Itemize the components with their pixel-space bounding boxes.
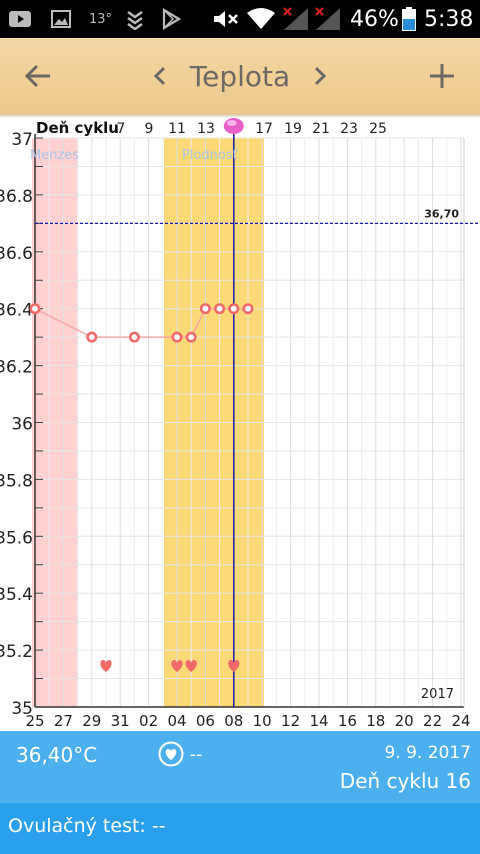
cycle-tick-label: 17 <box>255 121 273 137</box>
y-tick-label: 35.4 <box>0 585 33 605</box>
status-bar: 13° 46% 5:38 <box>0 0 480 38</box>
x-tick-label: 27 <box>54 712 73 730</box>
plus-icon <box>430 64 454 88</box>
play-store-icon <box>160 0 182 38</box>
x-tick-label: 06 <box>196 712 215 730</box>
threshold-label: 36,70 <box>424 207 459 220</box>
fertile-label: Plodnosť <box>182 148 238 163</box>
chevron-left-icon <box>153 66 166 86</box>
x-tick-label: 08 <box>224 712 243 730</box>
temperature-point[interactable] <box>228 303 240 315</box>
cycle-tick-label: 9 <box>145 121 154 137</box>
mute-icon <box>212 0 240 38</box>
y-tick-label: 36.2 <box>0 358 33 378</box>
temperature-label: 13° <box>89 11 113 27</box>
temperature-value: 36,40°C <box>16 743 98 767</box>
cycle-tick-label: 19 <box>284 121 302 137</box>
temperature-point[interactable] <box>185 331 197 343</box>
cycle-tick-label: 11 <box>168 121 186 137</box>
y-tick-label: 35 <box>11 699 33 719</box>
temperature-point[interactable] <box>242 303 254 315</box>
clock: 5:38 <box>424 6 474 32</box>
app-bar: Teplota <box>0 38 480 114</box>
cycle-tick-label: 13 <box>197 121 215 137</box>
prev-button[interactable] <box>140 38 180 114</box>
temperature-point[interactable] <box>199 303 211 315</box>
x-tick-label: 25 <box>25 712 44 730</box>
y-tick-label: 36 <box>11 415 33 435</box>
temperature-point[interactable] <box>128 331 140 343</box>
x-tick-label: 20 <box>395 712 414 730</box>
temperature-point[interactable] <box>86 331 98 343</box>
x-tick-label: 12 <box>281 712 300 730</box>
temperature-chart[interactable]: 36,70 37 36.8 36.6 36.4 36.2 36 35.8 35.6 35.4 35.… <box>0 116 480 738</box>
cycle-tick-label: 21 <box>312 121 330 137</box>
ovulation-test-label: Ovulačný test: -- <box>8 815 166 837</box>
y-tick-label: 37 <box>11 130 33 150</box>
arrow-left-icon <box>24 64 50 88</box>
x-tick-label: 29 <box>82 712 101 730</box>
back-button[interactable] <box>14 38 62 114</box>
menses-label: Menzes <box>30 148 79 163</box>
x-tick-label: 24 <box>451 712 470 730</box>
y-tick-label: 35.8 <box>0 471 33 491</box>
youtube-icon <box>8 0 32 38</box>
page-title: Teplota <box>189 59 291 93</box>
intercourse-value: -- <box>190 745 203 765</box>
x-tick-label: 04 <box>167 712 186 730</box>
day-info-panel: 36,40°C -- 9. 9. 2017 Deň cyklu 16 <box>0 731 480 803</box>
today-cycle-marker-highlight <box>226 120 237 126</box>
x-tick-label: 10 <box>253 712 272 730</box>
date-label: 9. 9. 2017 <box>384 743 471 763</box>
shield-icon <box>125 0 145 38</box>
wifi-icon <box>246 0 276 38</box>
y-tick-label: 35.2 <box>0 642 33 662</box>
signal-icon <box>282 0 310 38</box>
temperature-point[interactable] <box>214 303 226 315</box>
x-tick-label: 02 <box>139 712 158 730</box>
signal-icon <box>314 0 342 38</box>
ovulation-test-row[interactable]: Ovulačný test: -- <box>0 803 480 854</box>
heart-icon <box>228 660 240 672</box>
y-tick-label: 36.4 <box>0 301 33 321</box>
x-tick-label: 31 <box>111 712 130 730</box>
heart-icon <box>100 660 112 672</box>
next-button[interactable] <box>300 38 340 114</box>
cycle-day-label: Deň cyklu 16 <box>339 769 471 793</box>
heart-circle-icon[interactable] <box>158 741 184 767</box>
add-button[interactable] <box>418 38 466 114</box>
cycle-day-header: Deň cyklu <box>36 119 119 137</box>
heart-icon <box>185 660 197 672</box>
heart-icon <box>171 660 183 672</box>
battery-percent: 46% <box>350 6 399 32</box>
y-tick-label: 35.6 <box>0 528 33 548</box>
y-tick-label: 36.8 <box>0 187 33 207</box>
app-bar-shadow <box>0 114 480 118</box>
temperature-point[interactable] <box>171 331 183 343</box>
battery-icon <box>401 0 417 38</box>
x-tick-label: 18 <box>366 712 385 730</box>
cycle-tick-label: 7 <box>117 121 126 137</box>
temperature-point[interactable] <box>29 303 41 315</box>
x-tick-label: 14 <box>309 712 328 730</box>
cycle-tick-label: 23 <box>340 121 358 137</box>
x-tick-label: 22 <box>423 712 442 730</box>
cycle-tick-label: 25 <box>369 121 387 137</box>
year-label: 2017 <box>421 687 454 702</box>
x-tick-label: 16 <box>338 712 357 730</box>
y-tick-label: 36.6 <box>0 244 33 264</box>
chevron-right-icon <box>314 66 327 86</box>
image-icon <box>50 0 72 38</box>
